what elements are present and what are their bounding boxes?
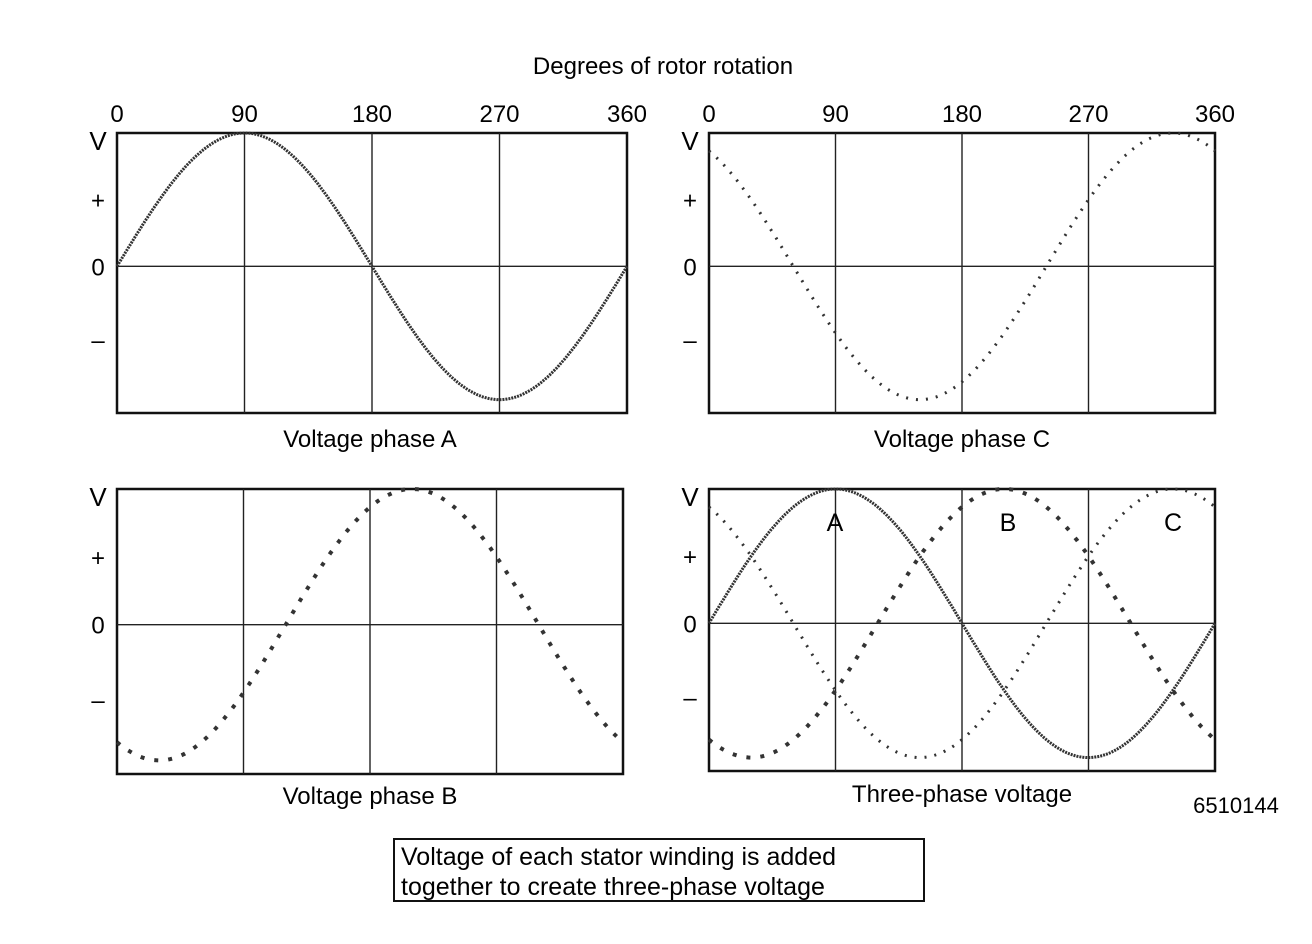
x-tick-label-0: 0 [702,101,715,128]
series-label-c: C [1164,509,1182,537]
series-c [708,487,1216,760]
series-b [707,486,1217,760]
caption-box: Voltage of each stator winding is added … [393,838,925,902]
x-tick-label-90: 90 [822,101,849,128]
y-tick-label: – [683,328,697,355]
y-tick-label: – [683,685,697,712]
chart-panel: V +0 – 0 90 180 270 360 Voltage phase C [681,101,1235,453]
chart-title: Voltage phase B [283,783,458,810]
chart-title: Voltage phase A [283,426,456,453]
chart-panel: V +0 – Voltage phase B [89,482,625,810]
x-tick-label-270: 270 [1068,101,1108,128]
y-tick-label: – [91,328,105,355]
y-tick-label: 0 [91,613,104,640]
chart-title: Three-phase voltage [852,781,1072,808]
caption-line-2: together to create three-phase voltage [401,873,825,901]
x-tick-label-360: 360 [607,101,647,128]
y-tick-label: + [683,188,697,215]
y-tick-label: V [89,482,107,512]
axis-title: Degrees of rotor rotation [533,53,793,80]
y-tick-label: 0 [683,254,696,281]
y-tick-label: V [89,126,107,156]
y-tick-label: + [91,545,105,572]
x-tick-label-270: 270 [479,101,519,128]
x-tick-label-0: 0 [110,101,123,128]
y-tick-label: V [681,482,699,512]
figure-id: 6510144 [1193,793,1279,818]
chart-panel: V +0 – A B C Three-phase voltage [681,482,1217,808]
x-tick-label-180: 180 [352,101,392,128]
chart-title: Voltage phase C [874,426,1050,453]
x-tick-label-90: 90 [231,101,258,128]
series-label-a: A [827,509,844,537]
y-tick-label: 0 [683,611,696,638]
y-tick-label: 0 [91,254,104,281]
series-a [707,487,1217,760]
x-tick-label-180: 180 [942,101,982,128]
x-tick-label-360: 360 [1195,101,1235,128]
y-tick-label: V [681,126,699,156]
chart-panel: V +0 – 0 90 180 270 360 Voltage phase A [89,101,647,453]
y-tick-label: – [91,687,105,714]
chart-panels: V +0 – 0 90 180 270 360 Voltage phase A V +0 – 0 90 18… [89,101,1235,810]
series-label-b: B [1000,509,1017,537]
y-tick-label: + [683,544,697,571]
y-tick-label: + [91,188,105,215]
series-curve [708,131,1216,402]
series-curve [115,131,629,402]
caption-line-1: Voltage of each stator winding is added [401,843,837,871]
